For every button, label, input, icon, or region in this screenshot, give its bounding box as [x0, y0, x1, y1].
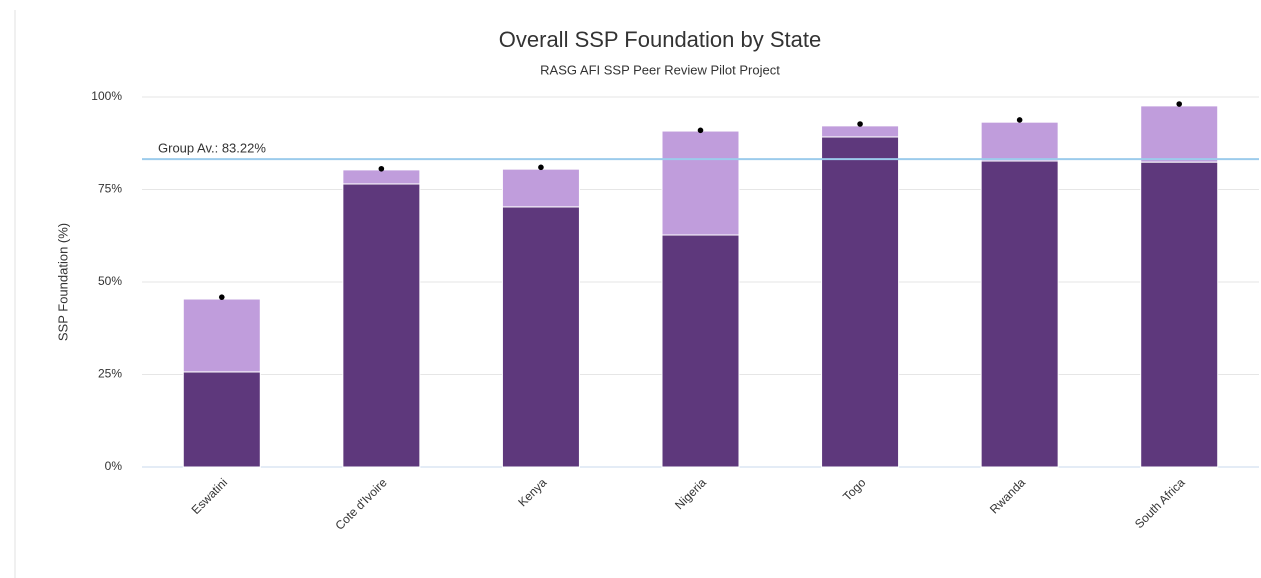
bar-segment [342, 183, 421, 468]
y-tick-label: 75% [98, 182, 122, 196]
y-tick-label: 0% [105, 459, 123, 473]
y-tick-label: 50% [98, 274, 122, 288]
x-tick-label: Cote d'Ivoire [332, 475, 389, 532]
bar-segment [980, 160, 1059, 468]
bar-segment [342, 169, 421, 185]
x-tick-label: Kenya [515, 475, 549, 509]
bar-segment [501, 206, 580, 468]
marker [218, 294, 225, 300]
bar-segment [1140, 161, 1219, 468]
bar-segment [821, 136, 900, 468]
bar-segment [182, 298, 261, 373]
marker [378, 165, 385, 172]
x-tick-label: Eswatini [189, 475, 230, 516]
y-axis-label: SSP Foundation (%) [55, 223, 70, 341]
x-tick-label: Nigeria [672, 475, 709, 512]
bar-segment [182, 371, 261, 468]
marker [538, 164, 544, 171]
bar-segment [980, 121, 1059, 162]
chart-subtitle: RASG AFI SSP Peer Review Pilot Project [540, 62, 780, 77]
bar-segment [661, 130, 740, 236]
chart-title: Overall SSP Foundation by State [499, 27, 821, 52]
bar-segment [821, 125, 900, 138]
reference-label: Group Av.: 83.22% [158, 141, 266, 156]
x-tick-label: Rwanda [987, 475, 1028, 516]
x-tick-label: South Africa [1132, 475, 1188, 531]
bar-segment [1140, 105, 1219, 163]
x-tick-label: Togo [840, 475, 869, 504]
marker [697, 127, 704, 134]
bar-segment [661, 234, 740, 468]
bar-segment [501, 168, 580, 208]
marker [857, 121, 863, 127]
marker [1176, 101, 1183, 107]
marker [1016, 117, 1023, 123]
y-tick-label: 25% [98, 367, 122, 381]
y-tick-label: 100% [91, 89, 122, 103]
